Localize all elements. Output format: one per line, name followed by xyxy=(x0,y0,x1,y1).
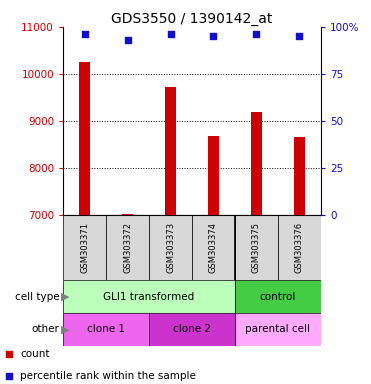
Point xyxy=(6,372,12,379)
Point xyxy=(82,31,88,38)
Bar xyxy=(106,215,149,280)
Bar xyxy=(192,215,235,280)
Text: cell type: cell type xyxy=(15,291,59,302)
Point xyxy=(253,31,259,38)
Bar xyxy=(165,87,176,215)
Bar xyxy=(235,280,321,313)
Text: control: control xyxy=(260,291,296,302)
Bar xyxy=(149,215,192,280)
Bar xyxy=(251,112,262,215)
Text: ▶: ▶ xyxy=(61,291,70,302)
Text: GLI1 transformed: GLI1 transformed xyxy=(104,291,195,302)
Point xyxy=(168,31,174,38)
Bar xyxy=(79,62,90,215)
Bar xyxy=(149,313,235,346)
Text: GSM303371: GSM303371 xyxy=(80,222,89,273)
Bar xyxy=(235,215,278,280)
Text: ▶: ▶ xyxy=(61,324,70,334)
Text: parental cell: parental cell xyxy=(246,324,311,334)
Bar xyxy=(63,313,149,346)
Text: GSM303375: GSM303375 xyxy=(252,222,261,273)
Bar xyxy=(63,215,106,280)
Text: percentile rank within the sample: percentile rank within the sample xyxy=(20,371,196,381)
Text: clone 2: clone 2 xyxy=(173,324,211,334)
Bar xyxy=(122,214,133,215)
Bar xyxy=(63,280,235,313)
Text: GSM303374: GSM303374 xyxy=(209,222,218,273)
Bar xyxy=(208,136,219,215)
Bar xyxy=(278,215,321,280)
Text: other: other xyxy=(32,324,59,334)
Title: GDS3550 / 1390142_at: GDS3550 / 1390142_at xyxy=(111,12,273,26)
Bar xyxy=(235,313,321,346)
Text: GSM303376: GSM303376 xyxy=(295,222,304,273)
Text: GSM303372: GSM303372 xyxy=(123,222,132,273)
Bar xyxy=(294,137,305,215)
Text: GSM303373: GSM303373 xyxy=(166,222,175,273)
Text: count: count xyxy=(20,349,50,359)
Point xyxy=(296,33,302,40)
Point xyxy=(210,33,216,40)
Point xyxy=(125,37,131,43)
Text: clone 1: clone 1 xyxy=(87,324,125,334)
Point xyxy=(6,351,12,357)
